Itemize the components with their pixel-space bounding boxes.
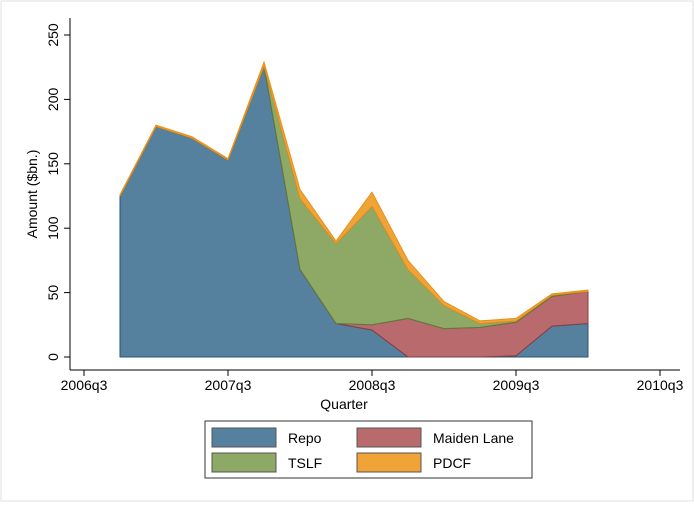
legend-swatch: [356, 452, 422, 473]
legend-swatch: [211, 427, 277, 448]
y-tick-label: 250: [45, 23, 61, 47]
x-axis-title: Quarter: [320, 396, 368, 412]
x-tick-label: 2009q3: [493, 377, 540, 393]
y-tick-label: 200: [45, 88, 61, 112]
legend-label: PDCF: [433, 455, 471, 471]
x-tick-label: 2007q3: [205, 377, 252, 393]
legend-label: Maiden Lane: [433, 430, 514, 446]
y-tick-label: 50: [45, 285, 61, 301]
area: [119, 60, 589, 325]
x-tick-label: 2006q3: [61, 377, 108, 393]
x-tick-label: 2010q3: [637, 377, 684, 393]
legend-swatch: [356, 427, 422, 448]
y-tick-label: 150: [45, 152, 61, 176]
legend-swatch: [211, 452, 277, 473]
y-tick-label: 100: [45, 216, 61, 240]
legend-label: TSLF: [288, 455, 322, 471]
x-tick-label: 2008q3: [349, 377, 396, 393]
y-tick-label: 0: [45, 353, 61, 361]
y-axis-title: Amount ($bn.): [24, 150, 40, 239]
legend-label: Repo: [288, 430, 322, 446]
